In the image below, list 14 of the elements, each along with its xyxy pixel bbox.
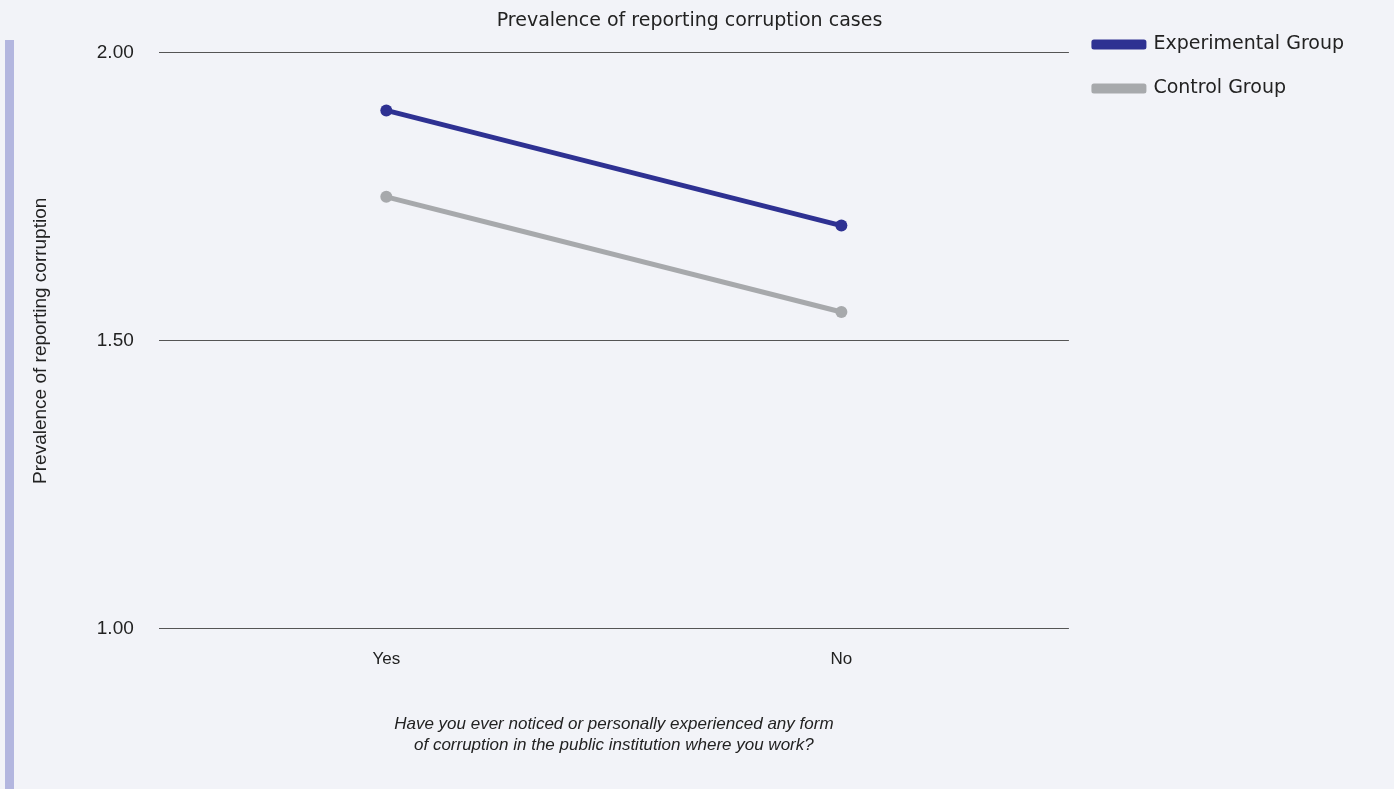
- point: [380, 104, 393, 117]
- y-tick-label: 2.00: [96, 41, 134, 63]
- x-axis-title: Have you ever noticed or personally experienced any form of corruption in the public institution where you work?: [394, 714, 834, 754]
- y-tick-label: 1.50: [96, 329, 134, 351]
- y-tick-label: 1.00: [96, 617, 134, 639]
- x-tick-label: Yes: [372, 648, 401, 668]
- point: [380, 190, 393, 203]
- y-axis-title: Prevalence of reporting corruption: [28, 197, 50, 484]
- legend-label: Control Group: [1153, 75, 1286, 98]
- legend-label: Experimental Group: [1153, 31, 1345, 54]
- point: [835, 219, 848, 232]
- x-tick-label: No: [830, 648, 853, 668]
- point: [835, 306, 848, 318]
- chart-title: Prevalence of reporting corruption cases: [496, 8, 883, 31]
